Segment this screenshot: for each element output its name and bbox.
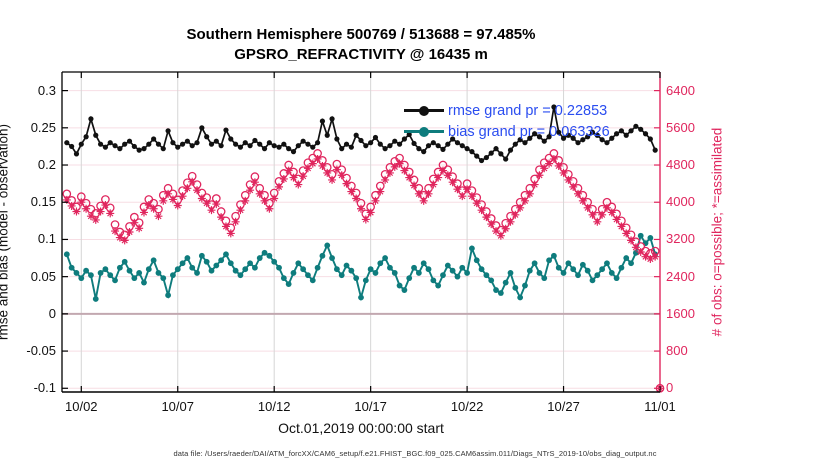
rmse-marker-icon — [419, 105, 429, 116]
x-tick-label: 10/12 — [257, 399, 291, 414]
chart-subtitle: GPSRO_REFRACTIVITY @ 16435 m — [234, 46, 488, 63]
legend-label-bias: bias grand pr = 0.063326 — [448, 123, 610, 140]
y-right-tick-label: 1600 — [666, 305, 695, 321]
x-tick-label: 10/27 — [547, 399, 580, 414]
legend: rmse grand pr = 0.22853 bias grand pr = … — [404, 100, 610, 142]
x-axis-label: Oct.01,2019 00:00:00 start — [278, 420, 444, 436]
y-right-tick-label: 800 — [666, 343, 688, 359]
y-left-tick-label: 0.1 — [37, 231, 56, 247]
bias-line-swatch — [404, 126, 444, 137]
y-left-tick-label: -0.05 — [26, 343, 56, 359]
chart-title: Southern Hemisphere 500769 / 513688 = 97… — [186, 26, 536, 43]
data-file-caption: data file: /Users/raeder/DAI/ATM_forcXX/… — [173, 449, 657, 458]
y-left-tick-label: 0 — [48, 305, 56, 321]
y-right-tick-label: 0 — [666, 380, 674, 396]
y-left-tick-label: 0.05 — [30, 268, 56, 284]
y-left-tick-label: 0.25 — [30, 119, 56, 135]
y-left-tick-label: -0.1 — [33, 380, 56, 396]
legend-label-rmse: rmse grand pr = 0.22853 — [448, 102, 608, 119]
legend-item-bias: bias grand pr = 0.063326 — [404, 121, 610, 142]
y-right-tick-label: 4800 — [666, 157, 695, 173]
x-tick-label: 11/01 — [644, 399, 676, 414]
y-left-tick-label: 0.15 — [30, 194, 56, 210]
y-right-tick-label: 2400 — [666, 268, 695, 284]
x-tick-label: 10/22 — [450, 399, 484, 414]
y-left-tick-label: 0.3 — [37, 82, 56, 98]
x-tick-label: 10/17 — [354, 399, 387, 414]
y-axis-right-label: # of obs: o=possible; *=assimilated — [709, 127, 725, 337]
y-right-tick-label: 4000 — [666, 194, 695, 210]
rmse-line-swatch — [404, 105, 444, 116]
legend-item-rmse: rmse grand pr = 0.22853 — [404, 100, 610, 121]
x-tick-label: 10/02 — [65, 399, 98, 414]
y-right-tick-label: 5600 — [666, 119, 695, 135]
bias-marker-icon — [419, 126, 429, 137]
y-right-tick-label: 6400 — [666, 82, 695, 98]
x-tick-label: 10/07 — [161, 399, 194, 414]
y-left-tick-label: 0.2 — [37, 157, 56, 173]
y-right-tick-label: 3200 — [666, 231, 695, 247]
